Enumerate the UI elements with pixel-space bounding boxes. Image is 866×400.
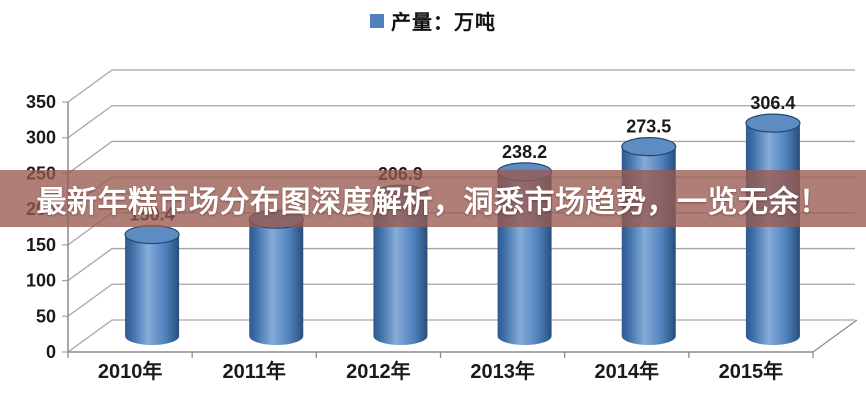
floor-right-edge [812, 319, 858, 353]
y-axis-tick-label: 50 [36, 306, 56, 326]
bar-top-cap [124, 224, 180, 245]
bar-body [249, 219, 304, 336]
y-axis-tick-label: 300 [26, 128, 56, 148]
y-axis-tick-label: 0 [46, 342, 56, 362]
x-axis-category-label: 2012年 [346, 359, 411, 383]
chart-legend: 产量：万吨 [0, 6, 866, 35]
legend-swatch-icon [370, 13, 384, 28]
gridline [62, 140, 855, 175]
gridline [62, 319, 855, 353]
bar-cylinder [745, 113, 801, 345]
x-axis-category-label: 2013年 [470, 359, 535, 383]
x-axis-category-label: 2015年 [719, 359, 784, 383]
legend-series-label: 产量：万吨 [391, 12, 496, 34]
bar-top-cap [621, 137, 677, 157]
bar-top-cap [745, 113, 801, 133]
gridline [62, 105, 855, 139]
y-axis-tick-label: 150 [26, 235, 56, 255]
bar-body [125, 234, 180, 336]
gridline [62, 247, 855, 282]
x-axis-category-label: 2010年 [98, 359, 163, 383]
x-axis-category-label: 2011年 [223, 359, 286, 383]
bar-body [745, 123, 800, 337]
bar-cylinder [124, 224, 180, 345]
gridline [62, 283, 855, 317]
headline-banner-text: 最新年糕市场分布图深度解析，洞悉市场趋势，一览无余！ [36, 185, 830, 219]
bar-data-label: 306.4 [750, 93, 795, 113]
headline-banner-overlay: 最新年糕市场分布图深度解析，洞悉市场趋势，一览无余！ [0, 170, 866, 227]
bar-data-label: 273.5 [626, 117, 671, 137]
bar-cylinder [248, 209, 304, 345]
gridline [62, 69, 855, 103]
bar-data-label: 238.2 [502, 142, 547, 162]
bar-cylinder [621, 137, 677, 345]
y-axis-tick-label: 100 [26, 271, 56, 291]
y-axis-tick-label: 350 [26, 92, 56, 112]
x-axis-category-label: 2014年 [595, 359, 660, 383]
